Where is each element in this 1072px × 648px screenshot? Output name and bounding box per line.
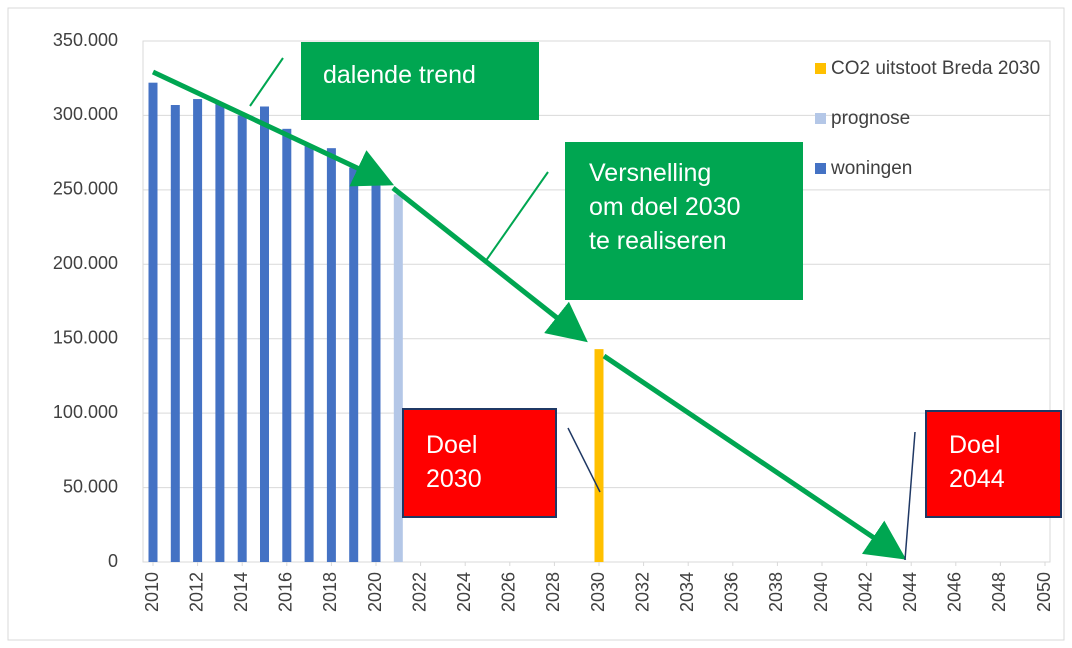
leader-line bbox=[567, 427, 601, 493]
y-tick-label: 250.000 bbox=[53, 179, 118, 199]
arrow bbox=[151, 69, 395, 187]
y-tick-label: 350.000 bbox=[53, 30, 118, 50]
legend-item: CO2 uitstoot Breda 2030 bbox=[815, 54, 1055, 84]
x-tick-label: 2040 bbox=[811, 572, 831, 612]
x-tick-label: 2016 bbox=[276, 572, 296, 612]
annotation-line: Doel bbox=[426, 431, 478, 459]
annotation: dalende trend bbox=[301, 42, 539, 120]
legend-label: prognose bbox=[831, 108, 911, 129]
bar bbox=[282, 128, 292, 562]
x-tick-label: 2014 bbox=[231, 572, 251, 612]
legend-swatch bbox=[815, 163, 826, 174]
bar bbox=[260, 106, 269, 563]
x-tick-label: 2046 bbox=[945, 572, 965, 612]
annotation-line: dalende trend bbox=[323, 61, 476, 89]
annotation: Doel 2030 bbox=[402, 408, 557, 518]
annotation: Doel 2044 bbox=[925, 410, 1062, 518]
x-tick-label: 2018 bbox=[320, 572, 340, 612]
annotation-line: om doel 2030 bbox=[589, 193, 741, 221]
bar bbox=[304, 145, 314, 562]
leader-line bbox=[484, 171, 549, 263]
x-tick-label: 2032 bbox=[632, 572, 652, 612]
y-tick-label: 50.000 bbox=[63, 476, 118, 496]
legend: CO2 uitstoot Breda 2030 prognose woningen bbox=[815, 54, 1055, 204]
y-tick-label: 300.000 bbox=[53, 104, 118, 124]
x-tick-label: 2020 bbox=[365, 572, 385, 612]
y-tick-label: 100.000 bbox=[53, 402, 118, 422]
x-tick-label: 2030 bbox=[588, 572, 608, 612]
trend-arrows bbox=[151, 57, 916, 561]
x-tick-label: 2022 bbox=[409, 572, 429, 612]
bar bbox=[237, 115, 247, 562]
x-tick-label: 2010 bbox=[142, 572, 162, 612]
x-tick-label: 2036 bbox=[722, 572, 742, 612]
y-tick-label: 200.000 bbox=[53, 253, 118, 273]
legend-label: woningen bbox=[831, 158, 913, 179]
leader-line bbox=[904, 431, 916, 561]
bar bbox=[349, 167, 359, 562]
x-tick-label: 2034 bbox=[677, 572, 697, 612]
leader-line bbox=[249, 57, 284, 107]
x-tick-label: 2012 bbox=[186, 572, 206, 612]
x-tick-label: 2038 bbox=[766, 572, 786, 612]
x-tick-label: 2042 bbox=[855, 572, 875, 612]
arrow bbox=[391, 186, 588, 343]
legend-swatch bbox=[815, 63, 826, 74]
annotation-line: 2044 bbox=[949, 465, 1005, 493]
bar bbox=[393, 194, 403, 562]
y-tick-label: 0 bbox=[108, 551, 118, 571]
legend-label: CO2 uitstoot Breda 2030 bbox=[831, 58, 1041, 79]
x-tick-label: 2048 bbox=[989, 572, 1009, 612]
bar bbox=[170, 105, 180, 562]
annotation: Versnelling om doel 2030 te realiseren bbox=[565, 142, 803, 300]
y-tick-label: 150.000 bbox=[53, 327, 118, 347]
legend-item: prognose bbox=[815, 104, 1055, 134]
bar bbox=[371, 185, 381, 563]
x-tick-label: 2050 bbox=[1034, 572, 1054, 612]
bar bbox=[215, 103, 225, 563]
legend-item: woningen bbox=[815, 154, 1055, 184]
annotation-line: Versnelling bbox=[589, 159, 712, 187]
annotation-line: te realiseren bbox=[589, 227, 727, 255]
bar bbox=[326, 148, 336, 563]
arrow bbox=[602, 353, 907, 560]
x-tick-label: 2026 bbox=[499, 572, 519, 612]
bar bbox=[594, 349, 604, 562]
chart-border bbox=[7, 7, 1065, 641]
annotation-line: 2030 bbox=[426, 465, 482, 493]
bar bbox=[193, 99, 203, 562]
annotation-line: Doel bbox=[949, 431, 1001, 459]
x-tick-label: 2044 bbox=[900, 572, 920, 612]
bar bbox=[148, 82, 158, 563]
legend-swatch bbox=[815, 113, 826, 124]
x-tick-label: 2024 bbox=[454, 572, 474, 612]
x-tick-label: 2028 bbox=[543, 572, 563, 612]
